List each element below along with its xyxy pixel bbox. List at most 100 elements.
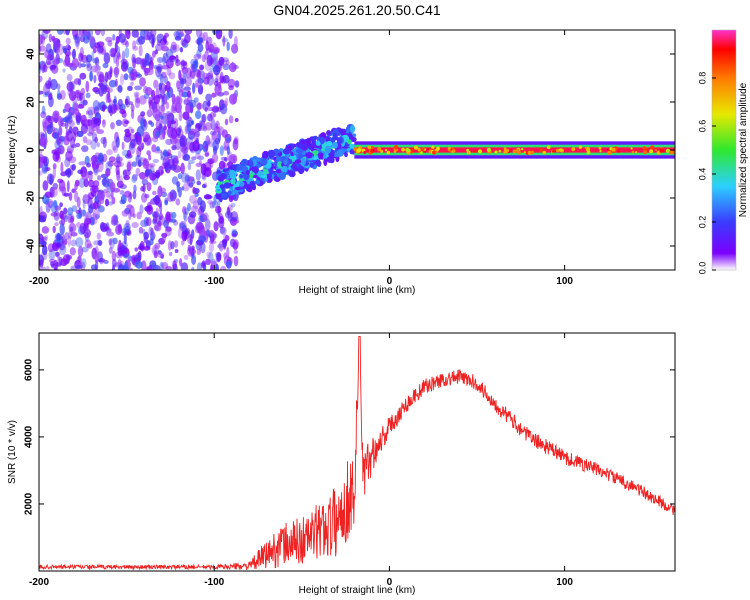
spectrogram-noise-cell	[103, 52, 111, 64]
spectrogram-noise-cell	[150, 64, 154, 71]
spectrogram-noise-cell	[129, 267, 133, 270]
spectrogram-line-cell	[530, 150, 534, 155]
spectrogram-band-cell	[223, 168, 227, 173]
spectrogram-noise-cell	[54, 139, 61, 150]
spectrogram-line-cell	[467, 151, 470, 154]
spectrogram-noise-cell	[149, 238, 154, 246]
spectrogram-noise-cell	[153, 250, 158, 259]
spectrogram-noise-cell	[79, 92, 85, 104]
spectrogram-noise-cell	[224, 157, 228, 162]
spectrogram-noise-cell	[185, 137, 194, 144]
spectrogram-noise-cell	[117, 84, 123, 94]
spectrogram-noise-cell	[177, 150, 182, 159]
spectrogram-noise-cell	[124, 128, 130, 134]
spectrogram-noise-cell	[105, 87, 113, 93]
spectrogram-noise-cell	[205, 40, 209, 51]
spectrogram-noise-cell	[68, 222, 77, 233]
spectrogram-noise-cell	[202, 31, 209, 41]
spectrogram-noise-cell	[144, 52, 150, 63]
spectrogram-noise-cell	[60, 161, 64, 174]
spectrogram-noise-cell	[180, 262, 189, 270]
spectrogram-line-cell	[611, 147, 616, 152]
spectrogram-noise-cell	[93, 185, 99, 193]
spectrogram-noise-cell	[150, 30, 157, 37]
spectrogram-noise-cell	[189, 70, 196, 80]
spectrogram-noise-cell	[140, 260, 147, 270]
spectrogram-noise-cell	[98, 82, 104, 87]
spectrogram-noise-cell	[201, 183, 207, 189]
spectrogram-noise-cell	[80, 123, 88, 134]
spectrogram-band-cell	[326, 130, 332, 136]
spectrogram-noise-cell	[119, 175, 123, 185]
spectrogram-noise-cell	[203, 161, 212, 172]
spectrogram-noise-cell	[211, 153, 219, 163]
spectrogram-noise-cell	[187, 162, 192, 171]
spectrogram-noise-cell	[148, 154, 152, 161]
spectrogram-noise-cell	[196, 30, 202, 38]
spectrogram-band-cell	[350, 124, 355, 134]
spectrogram-noise-cell	[136, 146, 142, 158]
spectrogram-noise-cell	[47, 115, 55, 124]
spectrogram-noise-cell	[143, 231, 149, 240]
spectrogram-noise-cell	[138, 226, 144, 234]
spectrogram-noise-cell	[64, 51, 73, 57]
spectrogram-noise-cell	[82, 30, 88, 36]
colorbar-label: Normalized spectral amplitude	[738, 82, 749, 217]
spectrogram-line-cell	[542, 150, 546, 155]
spectrogram-noise-cell	[82, 136, 88, 144]
spectrogram-noise-cell	[55, 251, 60, 257]
snr-x-tick-label: 0	[387, 577, 393, 588]
spectrogram-noise-cell	[41, 164, 48, 174]
spectrogram-noise-cell	[166, 153, 173, 159]
spectrogram-noise-cell	[131, 53, 136, 64]
spectrogram-noise-cell	[173, 220, 179, 226]
spectrogram-noise-cell	[97, 205, 105, 213]
spectrogram-noise-cell	[157, 250, 162, 255]
spectrogram-noise-cell	[65, 150, 73, 162]
spectrogram-noise-cell	[112, 33, 116, 41]
spectrogram-noise-cell	[146, 217, 152, 227]
spectrogram-band-cell	[221, 193, 227, 198]
spectrogram-band-cell	[315, 140, 321, 146]
spectrogram-noise-cell	[131, 222, 139, 228]
spectrogram-x-tick-label: -200	[29, 276, 49, 287]
spectrogram-noise-cell	[155, 119, 163, 131]
spectrogram-noise-cell	[189, 248, 196, 256]
spectrogram-noise-cell	[231, 228, 237, 234]
spectrogram-noise-cell	[178, 69, 182, 81]
spectrogram-band-cell	[256, 170, 264, 176]
spectrogram-band-cell	[251, 166, 259, 173]
spectrogram-line-cell	[660, 146, 663, 149]
spectrogram-noise-cell	[51, 35, 56, 42]
spectrogram-noise-cell	[87, 132, 93, 137]
spectrogram-noise-cell	[166, 67, 172, 76]
spectrogram-noise-cell	[41, 226, 50, 234]
spectrogram-noise-cell	[113, 160, 122, 168]
spectrogram-line-cell	[482, 148, 485, 151]
spectrogram-noise-cell	[163, 124, 167, 136]
spectrogram-noise-cell	[211, 42, 217, 52]
snr-x-tick-label: -100	[204, 577, 224, 588]
spectrogram-noise-cell	[206, 54, 213, 67]
spectrogram-noise-cell	[180, 146, 189, 155]
spectrogram-noise-cell	[122, 169, 131, 177]
spectrogram-line-cell	[617, 150, 620, 153]
spectrogram-band-cell	[290, 164, 297, 169]
spectrogram-noise-cell	[108, 103, 112, 113]
spectrogram-noise-cell	[111, 140, 117, 152]
spectrogram-noise-cell	[152, 135, 158, 143]
spectrogram-noise-cell	[228, 30, 233, 39]
spectrogram-noise-cell	[129, 192, 133, 200]
spectrogram-noise-cell	[146, 150, 151, 156]
spectrogram-line-cell	[370, 146, 374, 150]
spectrogram-noise-cell	[41, 236, 48, 243]
spectrogram-band-cell	[246, 169, 250, 175]
spectrogram-noise-cell	[172, 260, 178, 270]
spectrogram-noise-cell	[110, 190, 114, 198]
spectrogram-noise-cell	[145, 266, 150, 270]
spectrogram-noise-cell	[198, 120, 203, 129]
spectrogram-noise-cell	[68, 90, 77, 101]
spectrogram-noise-cell	[223, 233, 228, 241]
spectrogram-line-cell	[417, 148, 421, 152]
